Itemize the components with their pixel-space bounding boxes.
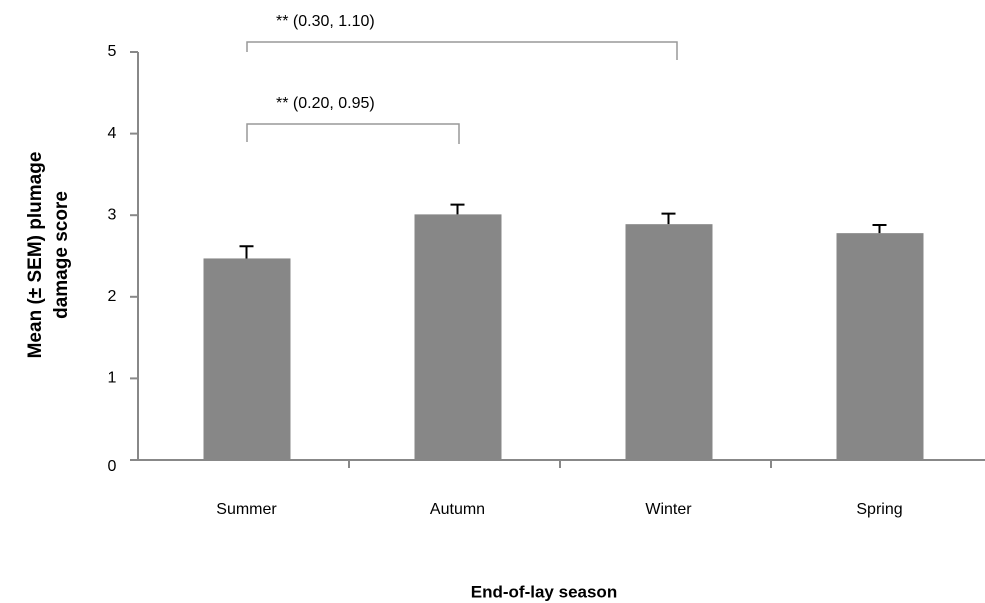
y-axis-title-line: Mean (± SEM) plumage	[25, 152, 46, 359]
x-tick-label: Autumn	[430, 501, 485, 518]
significance-bracket	[246, 41, 678, 60]
bar	[203, 258, 291, 460]
bar	[836, 233, 924, 460]
error-bar	[872, 223, 887, 234]
y-tick-label: 1	[108, 370, 117, 387]
annotation: ** (0.20, 0.95)	[276, 95, 375, 112]
bar	[414, 214, 502, 460]
error-bar	[661, 212, 676, 225]
bar	[625, 224, 713, 460]
y-axis-title: Mean (± SEM) plumage damage score	[25, 152, 72, 359]
y-tick-label: 2	[108, 288, 117, 305]
y-tick-label: 5	[108, 43, 117, 60]
error-bar	[450, 203, 465, 215]
error-bar	[239, 245, 254, 259]
x-tick-label: Spring	[856, 501, 902, 518]
y-tick-label: 4	[108, 125, 117, 142]
y-axis-title-line: damage score	[51, 191, 72, 319]
x-tick-label: Winter	[645, 501, 692, 518]
x-axis-title: End-of-lay season	[471, 582, 617, 601]
x-tick-label: Summer	[216, 501, 277, 518]
annotation: ** (0.30, 1.10)	[276, 13, 375, 30]
significance-bracket	[246, 123, 460, 144]
y-tick-label: 3	[108, 206, 117, 223]
y-tick-label: 0	[108, 458, 117, 475]
